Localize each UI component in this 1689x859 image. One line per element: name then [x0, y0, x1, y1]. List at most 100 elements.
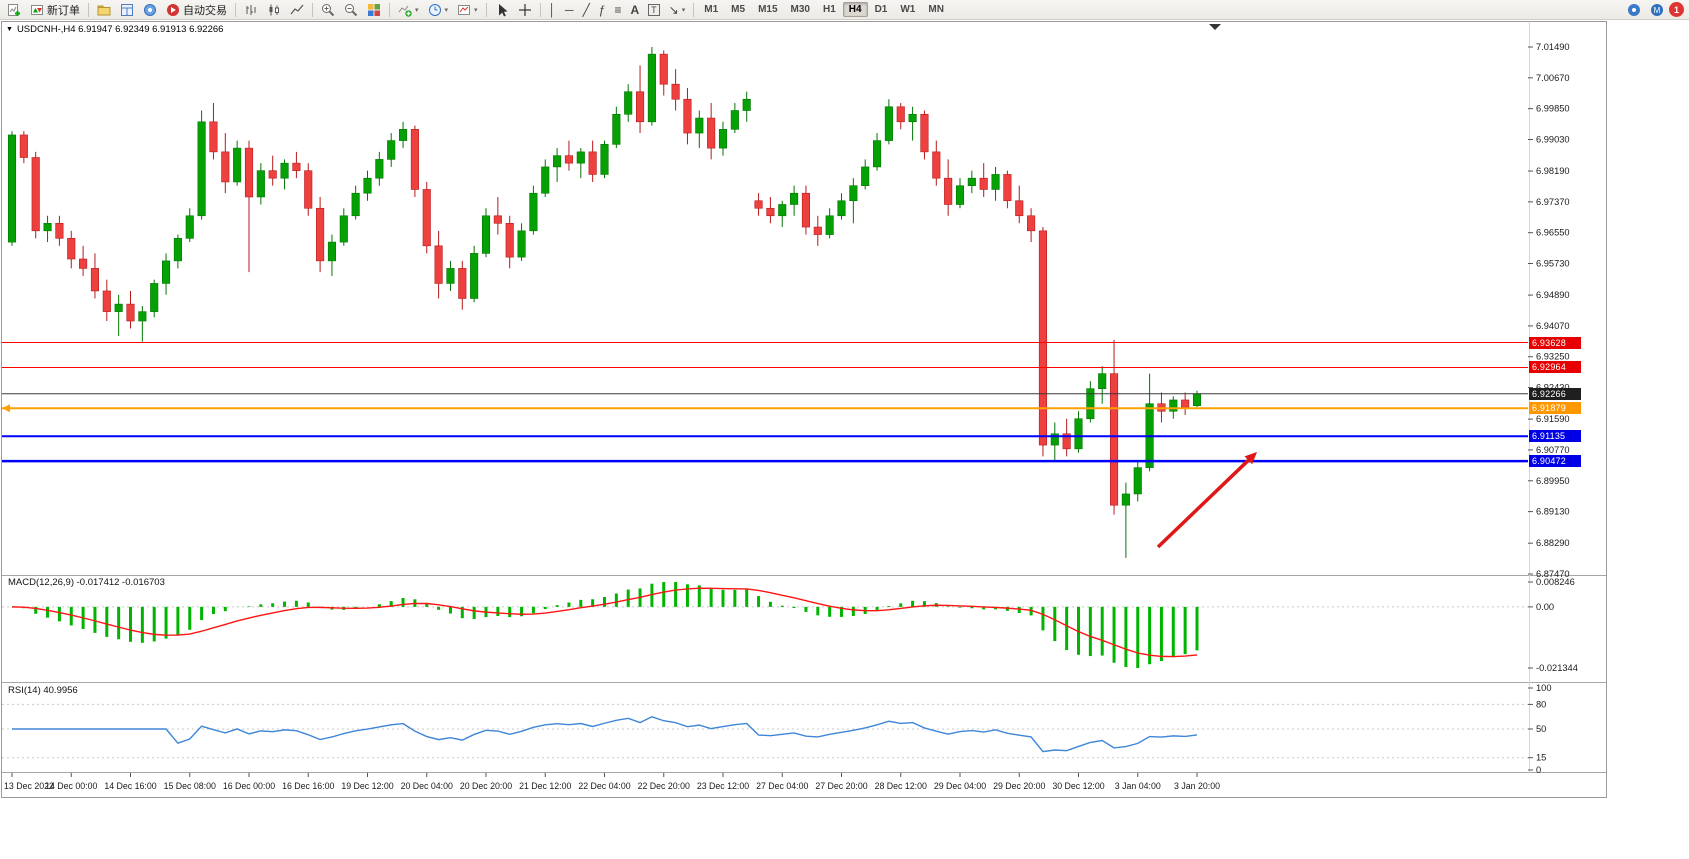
new-order-button[interactable]: 新订单	[26, 1, 84, 19]
cursor-button[interactable]	[491, 1, 513, 19]
timeframe-m15-button[interactable]: M15	[758, 4, 778, 15]
candle-body	[102, 290, 111, 312]
candle-body	[162, 260, 171, 284]
cycle-lines-button[interactable]: ≡	[610, 1, 625, 19]
tile-windows-button[interactable]	[363, 1, 385, 19]
timeframe-m5-button[interactable]: M5	[731, 4, 746, 15]
timeframe-h1-button[interactable]: H1	[822, 4, 836, 15]
timeframe-m30-button[interactable]: M30	[790, 4, 810, 15]
fibonacci-button[interactable]: ƒ	[595, 1, 610, 19]
candlestick-button[interactable]	[263, 1, 285, 19]
time-axis-label: 20 Dec 20:00	[460, 781, 512, 791]
macd-signal-line	[11, 587, 1198, 658]
periods-button[interactable]: ▾	[424, 1, 453, 19]
candle-body	[126, 303, 135, 322]
candle-body	[79, 258, 88, 269]
chart-plot-area[interactable]	[2, 23, 1528, 576]
timeframe-w1-button[interactable]: W1	[900, 4, 916, 15]
new-chart-button[interactable]	[3, 1, 25, 19]
time-axis-label: 15 Dec 08:00	[164, 781, 216, 791]
candle-body	[1086, 388, 1095, 420]
time-axis[interactable]	[2, 773, 1607, 798]
line-chart-icon	[290, 4, 304, 14]
candle-body	[185, 215, 194, 239]
toolbar-separator	[312, 2, 313, 17]
candle-body	[790, 192, 799, 205]
candle-body	[801, 192, 811, 228]
candle-body	[1110, 373, 1119, 506]
trendline-button[interactable]: ╱	[579, 1, 594, 19]
candle-body	[244, 147, 254, 198]
candle-body	[825, 215, 834, 235]
navigator-button[interactable]	[139, 1, 161, 19]
candle-body	[967, 177, 976, 187]
time-axis-label: 16 Dec 16:00	[282, 781, 334, 791]
periods-dropdown-icon[interactable]: ▾	[444, 6, 449, 14]
vertical-line-button[interactable]: │	[545, 1, 561, 19]
cycle-lines-icon: ≡	[614, 2, 622, 17]
price-axis[interactable]	[1530, 22, 1607, 773]
text-label-button[interactable]: T	[644, 1, 664, 19]
templates-button[interactable]: ▾	[453, 1, 482, 19]
profiles-button[interactable]	[93, 1, 115, 19]
trend-arrow[interactable]	[1156, 459, 1250, 549]
crosshair-button[interactable]	[514, 1, 536, 19]
rsi-scale-label: 50	[1536, 724, 1546, 734]
timeframe-mn-button[interactable]: MN	[928, 4, 944, 15]
text-button[interactable]: A	[627, 1, 644, 19]
line-chart-button[interactable]	[286, 1, 308, 19]
templates-dropdown-icon[interactable]: ▾	[474, 6, 478, 14]
candle-body	[398, 129, 408, 141]
timeframe-h4-button[interactable]: H4	[842, 2, 868, 17]
toolbar-separator	[485, 2, 487, 17]
price-axis-label: 6.94070	[1536, 321, 1570, 331]
arrows-button[interactable]: ↘ ▾	[665, 1, 690, 19]
zoom-out-button[interactable]	[340, 1, 362, 19]
time-axis-label: 21 Dec 12:00	[519, 781, 571, 791]
timeframe-d1-button[interactable]: D1	[874, 4, 888, 15]
notifications-badge[interactable]: 1	[1669, 2, 1684, 17]
candle-body	[114, 303, 123, 312]
timeframe-m1-button[interactable]: M1	[704, 4, 719, 15]
chart-window-frame	[1, 21, 1607, 798]
arrows-dropdown-icon[interactable]: ▾	[681, 6, 686, 14]
autotrading-button[interactable]: 自动交易	[162, 1, 231, 19]
indicators-dropdown-icon[interactable]: ▾	[415, 6, 419, 14]
price-axis-label: 6.97370	[1536, 197, 1570, 207]
bar-chart-button[interactable]	[240, 1, 262, 19]
candle-body	[849, 185, 858, 202]
profiles-folder-icon	[97, 5, 111, 15]
chat-button[interactable]	[1623, 1, 1645, 19]
candle-body	[564, 155, 574, 164]
candle-body	[268, 170, 277, 179]
candle-body	[19, 134, 28, 158]
toolbar-separator	[389, 2, 390, 17]
time-axis-label: 29 Dec 20:00	[993, 781, 1045, 791]
time-axis-label: 28 Dec 12:00	[875, 781, 927, 791]
indicators-button[interactable]: ▾	[394, 1, 423, 19]
vertical-line-icon: │	[548, 2, 557, 17]
toolbar-separator	[88, 2, 89, 17]
candle-body	[517, 230, 526, 258]
price-axis-label: 6.91590	[1536, 414, 1570, 424]
zoom-out-icon	[345, 3, 358, 16]
candle-body	[410, 129, 419, 190]
candle-body	[707, 117, 716, 149]
candle-body	[576, 151, 585, 164]
community-button[interactable]: M	[1646, 1, 1668, 19]
zoom-in-button[interactable]	[317, 1, 339, 19]
market-watch-button[interactable]	[116, 1, 138, 19]
chart-shift-marker[interactable]	[1209, 24, 1221, 30]
candle-body	[1181, 399, 1190, 408]
price-axis-label: 6.88290	[1536, 538, 1570, 548]
candle-body	[31, 157, 40, 232]
candle-body	[908, 113, 917, 123]
horizontal-line-button[interactable]: ─	[561, 1, 578, 19]
macd-scale-label: 0.00	[1536, 602, 1554, 612]
candle-body	[43, 222, 52, 232]
candle-body	[955, 185, 965, 205]
toolbar-separator	[693, 2, 695, 17]
candle-body	[90, 268, 99, 292]
horizontal-line-icon: ─	[565, 2, 574, 17]
